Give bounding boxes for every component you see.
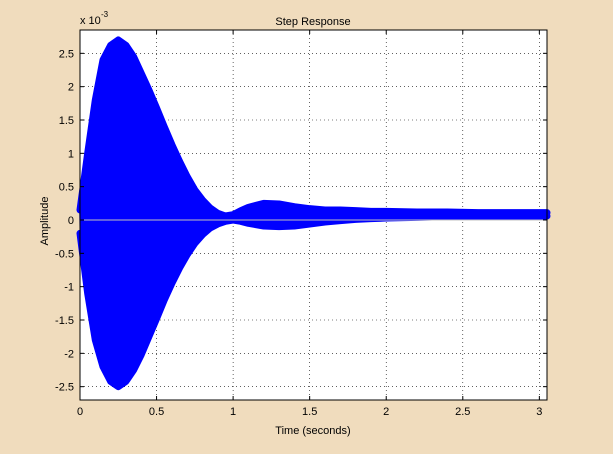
chart-title: Step Response: [275, 16, 350, 28]
y-tick-label: 0.5: [59, 182, 74, 194]
series-lower-envelope: [76, 212, 551, 391]
x-tick-label: 1: [230, 406, 236, 418]
y-tick-label: 1.5: [59, 115, 74, 127]
x-tick-label: 0: [77, 406, 83, 418]
tick-labels: 0 0.5 1 1.5 2 2.5 3 -2.5 -2 -1.5 -1 -0.5 0 0.5 1 1.5 2 2.…: [55, 48, 542, 418]
y-tick-label: 1: [68, 148, 74, 160]
y-tick-label: -1: [64, 282, 74, 294]
y-exponent-label: x 10: [80, 15, 101, 27]
series-layer: [76, 36, 551, 391]
series-upper-envelope: [76, 36, 551, 220]
y-tick-label: 2.5: [59, 48, 74, 60]
x-tick-label: 3: [536, 406, 542, 418]
axes-frame: [79, 29, 548, 401]
y-exponent-power: -3: [101, 10, 109, 19]
y-tick-label: 2: [68, 82, 74, 94]
y-tick-label: -1.5: [55, 315, 74, 327]
x-tick-label: 1.5: [302, 406, 317, 418]
y-tick-label: -0.5: [55, 248, 74, 260]
x-axis-label: Time (seconds): [275, 425, 350, 437]
y-tick-label: -2: [64, 348, 74, 360]
x-tick-label: 0.5: [149, 406, 164, 418]
tick-marks: [79, 30, 547, 400]
x-tick-label: 2.5: [455, 406, 470, 418]
y-tick-label: 0: [68, 215, 74, 227]
y-tick-label: -2.5: [55, 382, 74, 394]
y-axis-label: Amplitude: [39, 197, 51, 246]
x-tick-label: 2: [383, 406, 389, 418]
